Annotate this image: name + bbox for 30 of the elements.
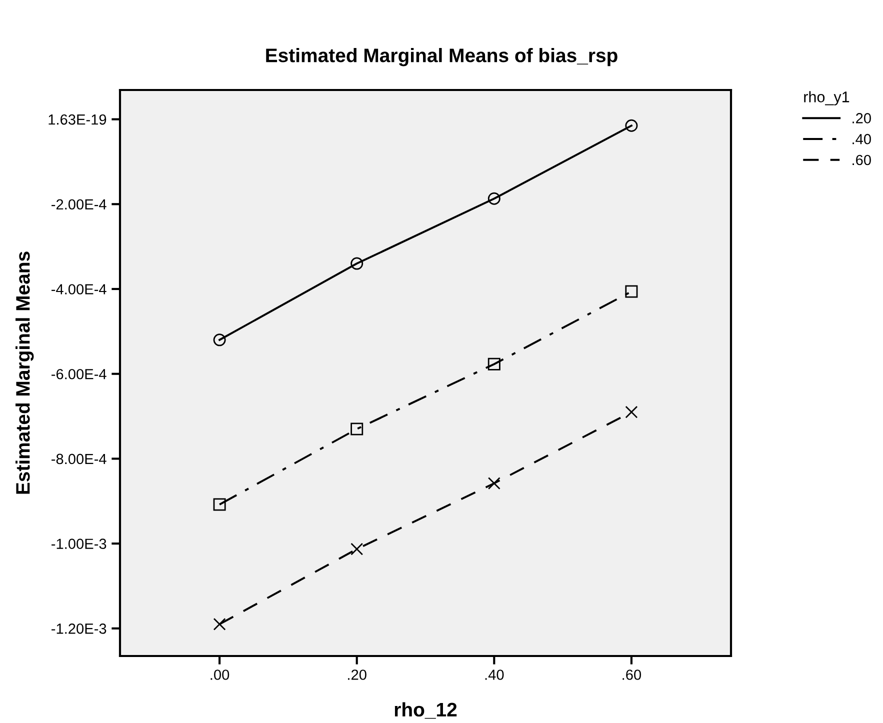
y-axis-title: Estimated Marginal Means <box>16 252 34 494</box>
point <box>350 542 364 556</box>
y-tick-label: -2.00E-4 <box>52 199 106 210</box>
point <box>213 498 226 511</box>
y-tick-label: -8.00E-4 <box>52 454 106 464</box>
x-tick-label: .20 <box>348 670 366 680</box>
point <box>213 618 226 630</box>
y-tick-label: 1.63E-19 <box>48 114 106 125</box>
point <box>488 477 500 490</box>
point <box>488 192 500 205</box>
point <box>350 422 364 436</box>
x-axis-title: rho_12 <box>394 702 457 719</box>
legend-label: .40 <box>852 134 871 144</box>
x-tick-label: .00 <box>210 670 230 680</box>
y-tick-label: -6.00E-4 <box>52 368 106 380</box>
legend-label: .20 <box>852 113 871 124</box>
legend-label: .60 <box>852 154 871 166</box>
point <box>350 257 364 270</box>
y-tick-label: -1.00E-3 <box>52 538 106 549</box>
point <box>625 406 638 418</box>
legend-title: rho_y1 <box>804 91 850 106</box>
y-tick-label: -1.20E-3 <box>52 624 106 634</box>
chart-title: Estimated Marginal Means of bias_rsp <box>266 48 618 66</box>
point <box>625 119 638 132</box>
x-tick-label: .40 <box>485 670 504 680</box>
y-tick-label: -4.00E-4 <box>52 284 106 294</box>
point <box>213 334 226 346</box>
point <box>488 358 500 370</box>
point <box>625 285 638 298</box>
x-tick-label: .60 <box>622 670 642 680</box>
